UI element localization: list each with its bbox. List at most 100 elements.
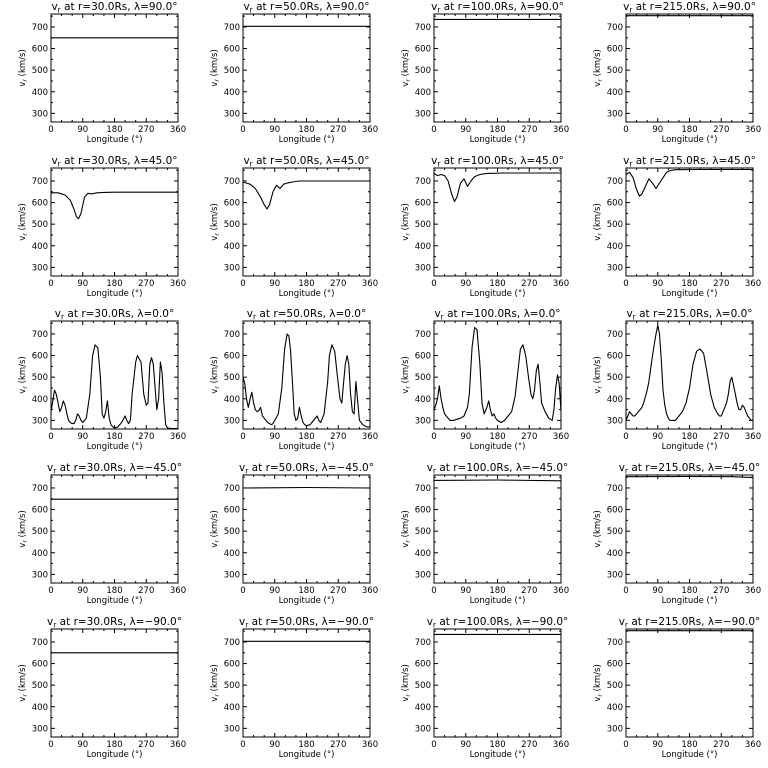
plot-frame bbox=[625, 474, 754, 584]
y-tick-label: 600 bbox=[415, 199, 431, 209]
x-tick-label: 270 bbox=[521, 586, 537, 596]
y-axis-label: vr (km/s) bbox=[401, 356, 412, 394]
x-tick-label: 270 bbox=[330, 432, 346, 442]
title-sub: r bbox=[250, 6, 254, 15]
title-sub: r bbox=[629, 6, 633, 15]
x-axis-label: Longitude (°) bbox=[662, 442, 718, 452]
title-main: v bbox=[243, 155, 249, 167]
x-axis-label: Longitude (°) bbox=[87, 750, 143, 760]
y-tick-label: 400 bbox=[607, 88, 623, 98]
ylabel-sub: r bbox=[213, 540, 221, 543]
series-line bbox=[242, 486, 371, 489]
title-main: v bbox=[47, 616, 53, 628]
title-rest: at r=100.0Rs, λ=−45.0° bbox=[436, 462, 568, 474]
plot-frame bbox=[625, 13, 754, 123]
title-sub: r bbox=[633, 313, 637, 322]
x-tick-label: 180 bbox=[298, 740, 314, 750]
ylabel-sub: r bbox=[596, 386, 604, 389]
x-tick-label: 270 bbox=[713, 586, 729, 596]
panel-title: vr at r=100.0Rs, λ=90.0° bbox=[431, 1, 564, 15]
ylabel-main: v bbox=[18, 697, 28, 702]
panel-title: vr at r=50.0Rs, λ=−90.0° bbox=[239, 616, 374, 630]
x-axis-label: Longitude (°) bbox=[470, 442, 526, 452]
title-main: v bbox=[55, 308, 61, 320]
ylabel-sub: r bbox=[596, 233, 604, 236]
x-tick-label: 90 bbox=[269, 125, 280, 135]
x-tick-label: 90 bbox=[652, 740, 663, 750]
y-tick-label: 700 bbox=[607, 484, 623, 494]
x-tick-label: 90 bbox=[652, 125, 663, 135]
ylabel-sub: r bbox=[404, 694, 412, 697]
x-tick-label: 360 bbox=[745, 432, 761, 442]
series-line bbox=[625, 168, 753, 197]
y-axis-label: vr (km/s) bbox=[593, 356, 604, 394]
plot-frame bbox=[433, 13, 562, 123]
panel-17: vr at r=50.0Rs, λ=−90.0°0 90 180 270 3603004… bbox=[210, 616, 378, 760]
title-sub: r bbox=[437, 6, 441, 15]
x-tick-label: 90 bbox=[77, 432, 88, 442]
y-axis-label: vr (km/s) bbox=[210, 203, 221, 241]
y-axis-label: vr (km/s) bbox=[210, 356, 221, 394]
x-tick-label: 180 bbox=[298, 586, 314, 596]
y-tick-label: 400 bbox=[607, 549, 623, 559]
y-tick-label: 400 bbox=[224, 242, 240, 252]
title-sub: r bbox=[253, 313, 257, 322]
y-tick-label: 700 bbox=[415, 330, 431, 340]
y-tick-label: 300 bbox=[415, 724, 431, 734]
ylabel-main: v bbox=[401, 697, 411, 702]
x-axis-label: Longitude (°) bbox=[470, 289, 526, 299]
y-tick-label: 500 bbox=[32, 66, 48, 76]
panel-15: vr at r=215.0Rs, λ=−45.0°0 90 180 270 360300… bbox=[593, 462, 761, 606]
panel-title: vr at r=50.0Rs, λ=45.0° bbox=[243, 155, 369, 169]
plot-frame bbox=[625, 167, 754, 277]
ylabel-rest: (km/s) bbox=[593, 203, 603, 233]
x-tick-label: 0 bbox=[48, 432, 53, 442]
y-tick-label: 400 bbox=[415, 549, 431, 559]
x-tick-label: 360 bbox=[362, 279, 378, 289]
title-rest: at r=215.0Rs, λ=45.0° bbox=[632, 155, 755, 167]
x-tick-label: 360 bbox=[745, 125, 761, 135]
series-line bbox=[242, 333, 370, 428]
x-tick-label: 360 bbox=[553, 740, 569, 750]
x-tick-label: 90 bbox=[460, 279, 471, 289]
title-main: v bbox=[626, 308, 632, 320]
title-rest: at r=50.0Rs, λ=0.0° bbox=[256, 308, 366, 320]
title-main: v bbox=[623, 155, 629, 167]
y-tick-label: 400 bbox=[32, 703, 48, 713]
y-tick-label: 700 bbox=[415, 638, 431, 648]
title-rest: at r=30.0Rs, λ=−45.0° bbox=[56, 462, 182, 474]
y-tick-label: 500 bbox=[607, 220, 623, 230]
series-line bbox=[50, 344, 178, 430]
ylabel-main: v bbox=[593, 82, 603, 87]
y-tick-label: 700 bbox=[415, 484, 431, 494]
plot-frame bbox=[625, 628, 754, 738]
x-tick-label: 360 bbox=[745, 279, 761, 289]
title-sub: r bbox=[58, 160, 62, 169]
y-tick-label: 400 bbox=[32, 88, 48, 98]
x-axis-label: Longitude (°) bbox=[470, 596, 526, 606]
title-rest: at r=100.0Rs, λ=−90.0° bbox=[436, 616, 568, 628]
x-tick-label: 0 bbox=[623, 125, 628, 135]
title-rest: at r=30.0Rs, λ=−90.0° bbox=[56, 616, 182, 628]
y-axis-label: vr (km/s) bbox=[18, 664, 29, 702]
x-tick-label: 270 bbox=[713, 432, 729, 442]
y-tick-label: 300 bbox=[224, 109, 240, 119]
title-sub: r bbox=[625, 621, 629, 630]
panel-title: vr at r=100.0Rs, λ=−45.0° bbox=[427, 462, 569, 476]
title-rest: at r=50.0Rs, λ=45.0° bbox=[253, 155, 370, 167]
x-tick-label: 360 bbox=[745, 586, 761, 596]
plot-frame bbox=[242, 628, 371, 738]
panel-14: vr at r=100.0Rs, λ=−45.0°0 90 180 270 360300… bbox=[401, 462, 569, 606]
title-sub: r bbox=[53, 467, 57, 476]
x-tick-label: 270 bbox=[330, 125, 346, 135]
x-tick-label: 180 bbox=[681, 125, 697, 135]
ylabel-sub: r bbox=[21, 694, 29, 697]
title-sub: r bbox=[441, 313, 445, 322]
title-main: v bbox=[623, 1, 629, 13]
y-tick-label: 600 bbox=[32, 352, 48, 362]
title-rest: at r=30.0Rs, λ=0.0° bbox=[64, 308, 174, 320]
x-tick-label: 270 bbox=[713, 740, 729, 750]
x-tick-label: 90 bbox=[460, 740, 471, 750]
panel-0: vr at r=30.0Rs, λ=90.0°0 90 180 270 36030040… bbox=[18, 1, 186, 145]
ylabel-rest: (km/s) bbox=[593, 664, 603, 694]
